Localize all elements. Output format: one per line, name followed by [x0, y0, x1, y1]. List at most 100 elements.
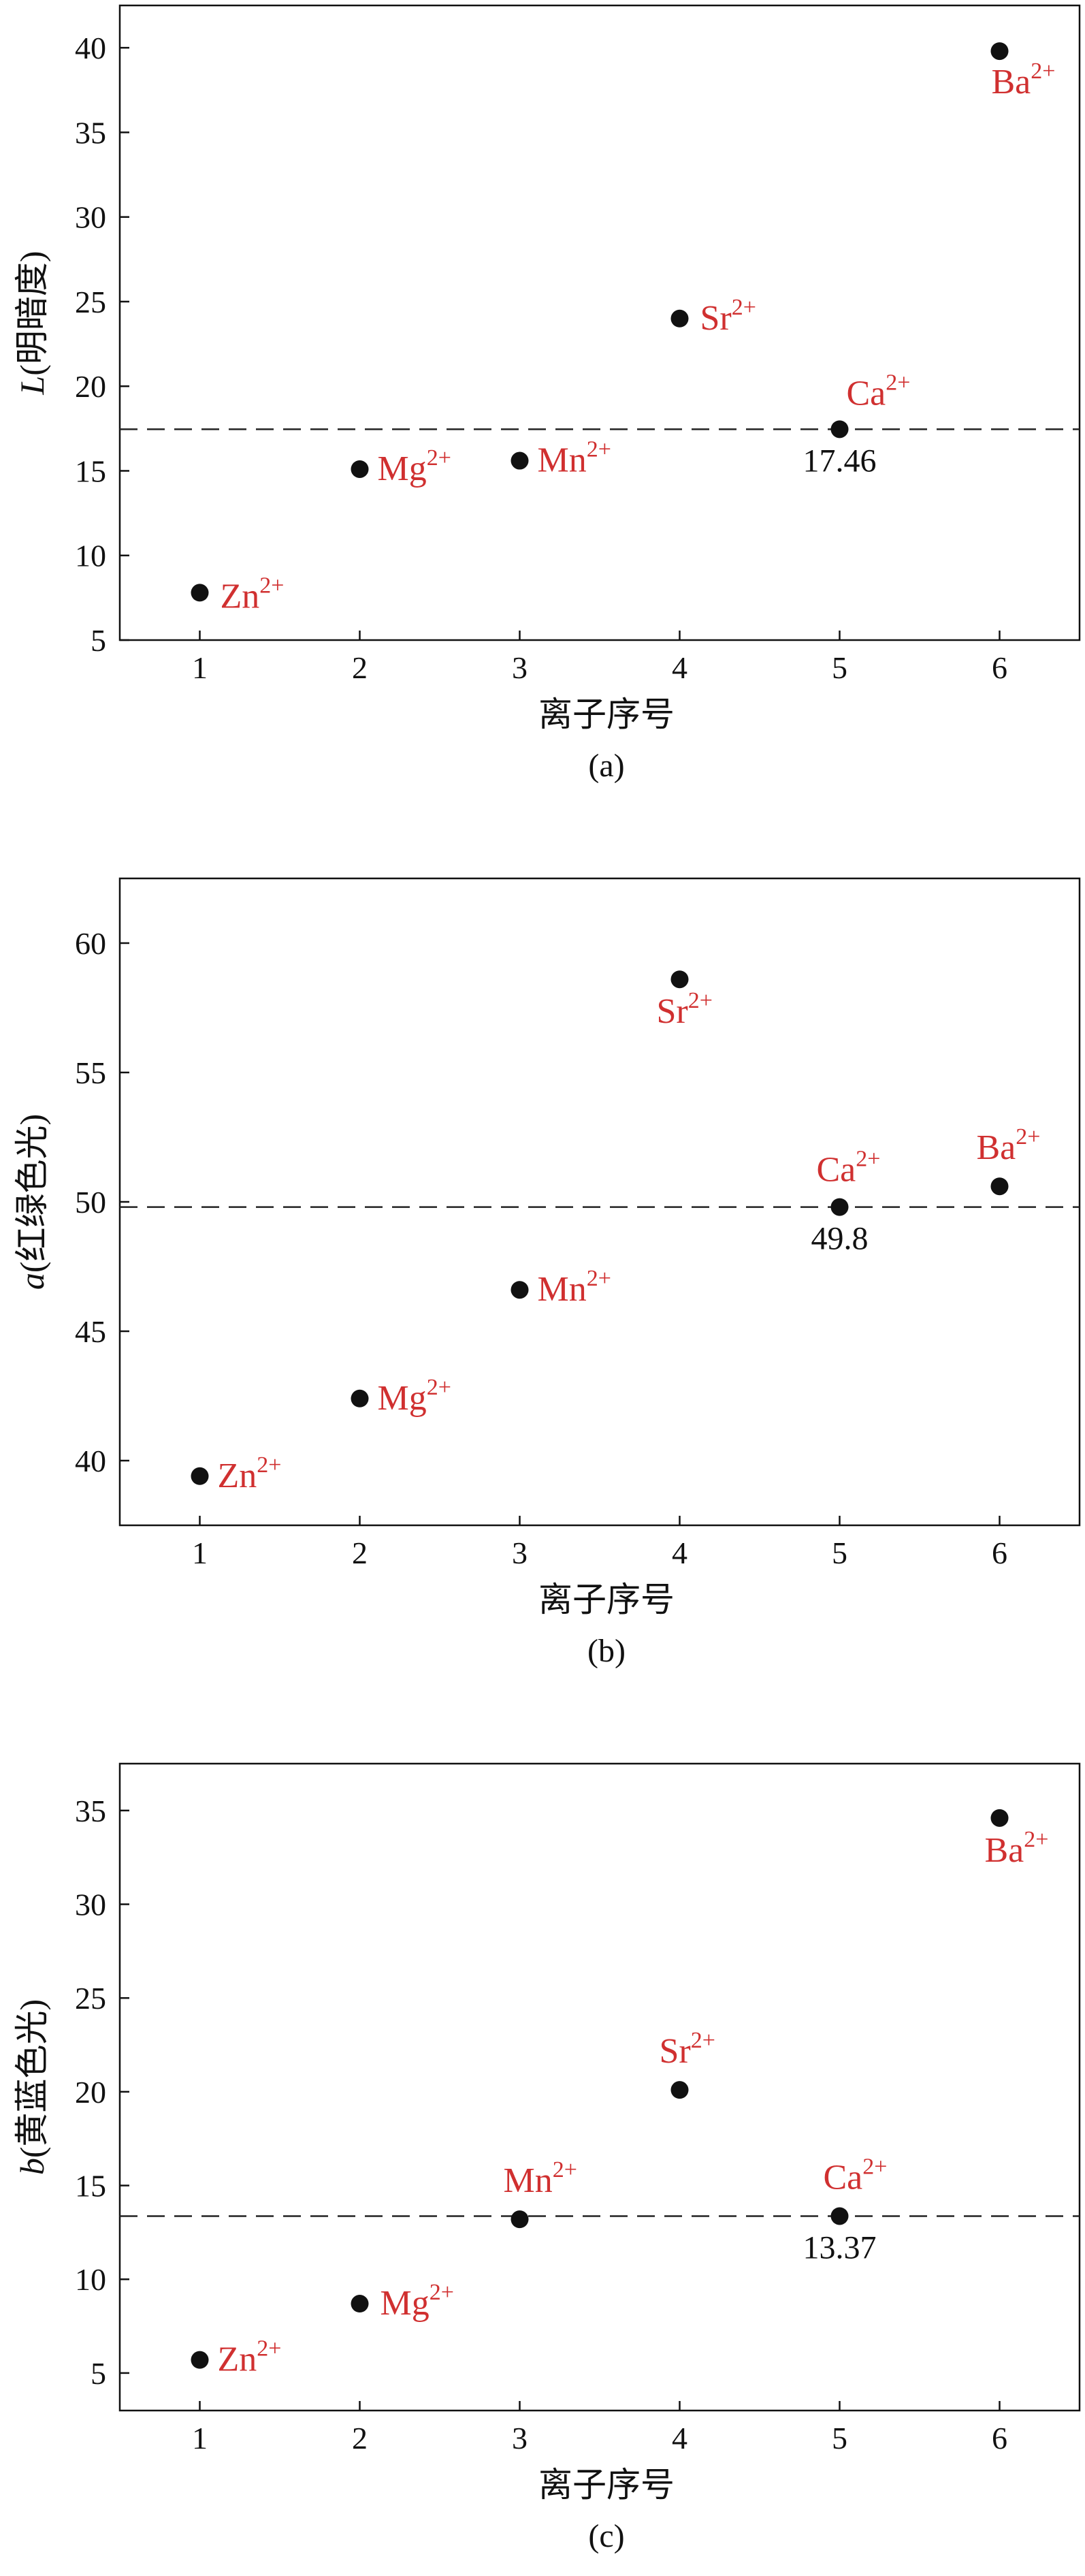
ion-symbol: Mg: [380, 2284, 430, 2323]
panel-caption: (c): [588, 2518, 624, 2554]
x-tick-label: 4: [672, 650, 687, 685]
point-label-ca: Ca2+: [817, 1147, 881, 1190]
ion-symbol: Mn: [538, 1270, 587, 1309]
y-axis-label: b(黄蓝色光): [13, 1999, 51, 2175]
y-tick-label: 25: [75, 285, 106, 319]
ion-symbol: Sr: [660, 2032, 691, 2071]
data-point-zn: [191, 1467, 209, 1485]
y-axis-label: a(红绿色光): [13, 1114, 51, 1290]
y-axis-label-symbol: L: [13, 376, 51, 396]
ion-charge: 2+: [856, 1147, 880, 1172]
ion-charge: 2+: [587, 437, 611, 462]
ion-charge: 2+: [1031, 59, 1055, 84]
ion-symbol: Ca: [817, 1151, 856, 1190]
ion-symbol: Ca: [847, 374, 886, 413]
ion-symbol: Ca: [824, 2158, 863, 2197]
panel-caption: (b): [587, 1633, 626, 1669]
x-tick-label: 1: [192, 650, 208, 685]
data-point-mg: [351, 2295, 369, 2313]
x-axis-label: 离子序号: [538, 2466, 675, 2504]
ion-charge: 2+: [1016, 1124, 1040, 1149]
y-tick-label: 40: [75, 31, 106, 65]
ion-charge: 2+: [259, 573, 284, 598]
y-tick-label: 15: [75, 454, 106, 488]
data-point-mn: [511, 2210, 529, 2229]
data-point-zn: [191, 584, 209, 602]
ion-symbol: Zn: [218, 2340, 257, 2379]
ion-symbol: Mg: [378, 449, 427, 488]
reference-value-label: 17.46: [803, 443, 877, 479]
x-tick-label: 1: [192, 1536, 208, 1570]
data-point-ba: [990, 1809, 1009, 1827]
y-axis-label-symbol: a: [13, 1273, 51, 1290]
data-point-mn: [511, 451, 529, 470]
point-label-zn: Zn2+: [218, 1452, 282, 1495]
ion-charge: 2+: [732, 295, 756, 320]
ion-charge: 2+: [587, 1266, 611, 1291]
y-tick-label: 10: [75, 539, 106, 573]
y-axis-label-text: (明暗度): [13, 251, 51, 375]
y-tick-label: 5: [91, 2356, 106, 2391]
point-label-ba: Ba2+: [977, 1124, 1041, 1167]
x-tick-label: 3: [512, 650, 528, 685]
data-point-ba: [990, 1177, 1009, 1196]
point-label-sr: Sr2+: [657, 988, 713, 1031]
point-label-mg: Mg2+: [378, 445, 451, 488]
point-label-ca: Ca2+: [824, 2154, 888, 2197]
data-point-sr: [670, 2081, 689, 2099]
x-tick-label: 4: [672, 1536, 687, 1570]
chart-panel-1: 1 2 3 4 5 6510152025303540离子序号(a)L(明暗度)Zn2+Mg…: [13, 4, 1081, 784]
point-label-mg: Mg2+: [380, 2280, 454, 2323]
data-point-sr: [670, 309, 689, 328]
y-tick-label: 30: [75, 1888, 106, 1922]
y-tick-label: 20: [75, 2075, 106, 2110]
y-tick-label: 45: [75, 1314, 106, 1349]
ion-charge: 2+: [691, 2028, 715, 2053]
y-axis-label: L(明暗度): [13, 251, 51, 395]
y-axis-label-text: (红绿色光): [13, 1114, 51, 1273]
data-point-ca: [830, 420, 849, 439]
data-point-mg: [351, 460, 369, 478]
ion-charge: 2+: [688, 988, 713, 1013]
chart-panel-2: 1 2 3 4 5 64045505560离子序号(b)a(红绿色光)Zn2+Mg2+Mn…: [13, 877, 1081, 1669]
point-label-sr: Sr2+: [700, 295, 756, 338]
point-label-zn: Zn2+: [218, 2336, 282, 2379]
y-axis-label-symbol: b: [13, 2158, 51, 2175]
ion-symbol: Mg: [378, 1379, 427, 1418]
ion-charge: 2+: [553, 2157, 577, 2182]
x-tick-label: 2: [352, 1536, 368, 1570]
point-label-mn: Mn2+: [538, 437, 611, 480]
ion-symbol: Zn: [221, 577, 260, 616]
x-tick-label: 6: [992, 1536, 1007, 1570]
ion-charge: 2+: [862, 2154, 887, 2179]
point-label-ba: Ba2+: [985, 1827, 1049, 1870]
x-tick-label: 5: [832, 1536, 847, 1570]
point-label-mn: Mn2+: [538, 1266, 611, 1309]
x-tick-label: 5: [832, 650, 847, 685]
x-tick-label: 3: [512, 2421, 528, 2455]
y-axis-label-text: (黄蓝色光): [13, 1999, 51, 2158]
ion-charge: 2+: [1024, 1827, 1048, 1852]
ion-charge: 2+: [886, 370, 910, 395]
x-tick-label: 5: [832, 2421, 847, 2455]
chart-panel-3: 1 2 3 4 5 65101520253035离子序号(c)b(黄蓝色光)Zn2+Mg2…: [13, 1762, 1081, 2554]
point-label-ca: Ca2+: [847, 370, 911, 413]
reference-value-label: 49.8: [811, 1221, 869, 1257]
y-tick-label: 10: [75, 2262, 106, 2297]
x-tick-label: 1: [192, 2421, 208, 2455]
y-tick-label: 40: [75, 1444, 106, 1478]
y-tick-label: 30: [75, 200, 106, 235]
data-point-ba: [990, 42, 1009, 61]
ion-symbol: Sr: [657, 992, 688, 1031]
x-tick-label: 6: [992, 650, 1007, 685]
x-axis-label: 离子序号: [538, 1580, 675, 1619]
ion-charge: 2+: [430, 2280, 454, 2305]
data-point-ca: [830, 1198, 849, 1216]
ion-symbol: Mn: [504, 2161, 553, 2200]
ion-symbol: Mn: [538, 441, 587, 480]
plot-frame: [118, 4, 1081, 641]
x-tick-label: 4: [672, 2421, 687, 2455]
point-label-ba: Ba2+: [992, 59, 1056, 101]
